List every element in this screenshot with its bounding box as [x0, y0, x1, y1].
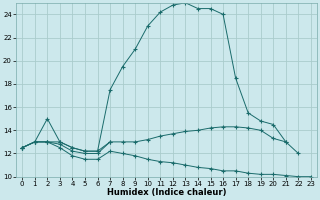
X-axis label: Humidex (Indice chaleur): Humidex (Indice chaleur) — [107, 188, 226, 197]
